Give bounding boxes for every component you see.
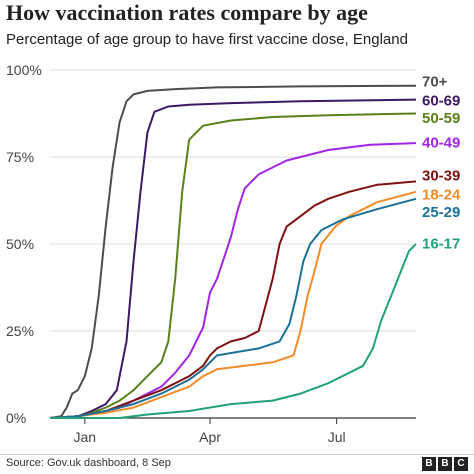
series-label: 70+ xyxy=(422,73,448,90)
series-label: 16-17 xyxy=(422,235,460,252)
y-tick-label: 50% xyxy=(6,236,34,252)
series-label: 25-29 xyxy=(422,204,460,221)
logo-letter: B xyxy=(422,457,436,471)
y-tick-label: 100% xyxy=(6,62,42,78)
series-line xyxy=(49,142,417,419)
series-label: 60-69 xyxy=(422,93,460,110)
grid-lines xyxy=(50,69,416,419)
x-tick-label: Apr xyxy=(199,429,221,445)
x-axis-ticks: Jan Apr Jul xyxy=(74,418,346,445)
x-tick-label: Jul xyxy=(328,429,346,445)
y-tick-label: 75% xyxy=(6,149,34,165)
y-tick-label: 0% xyxy=(6,410,26,426)
logo-letter: C xyxy=(454,457,468,471)
y-tick-label: 25% xyxy=(6,323,34,339)
series-label: 50-59 xyxy=(422,110,460,127)
series-label: 30-39 xyxy=(422,167,460,184)
series-line xyxy=(49,98,417,419)
source-note: Source: Gov.uk dashboard, 8 Sep xyxy=(6,457,171,469)
series-line xyxy=(49,180,417,419)
chart-subtitle: Percentage of age group to have first va… xyxy=(6,31,408,48)
series-line xyxy=(49,112,417,419)
logo-letter: B xyxy=(438,457,452,471)
footer-divider xyxy=(0,454,474,455)
series-line xyxy=(50,243,417,419)
y-axis-ticks: 0% 25% 50% 75% 100% xyxy=(6,62,42,426)
series-label: 18-24 xyxy=(422,187,461,204)
x-tick-label: Jan xyxy=(74,429,97,445)
series-line xyxy=(49,197,417,419)
series-label: 40-49 xyxy=(422,134,460,151)
series-lines xyxy=(49,84,417,419)
bbc-logo: B B C xyxy=(422,457,468,471)
series-line xyxy=(49,190,417,419)
series-line xyxy=(49,84,417,419)
chart-title: How vaccination rates compare by age xyxy=(6,0,368,25)
